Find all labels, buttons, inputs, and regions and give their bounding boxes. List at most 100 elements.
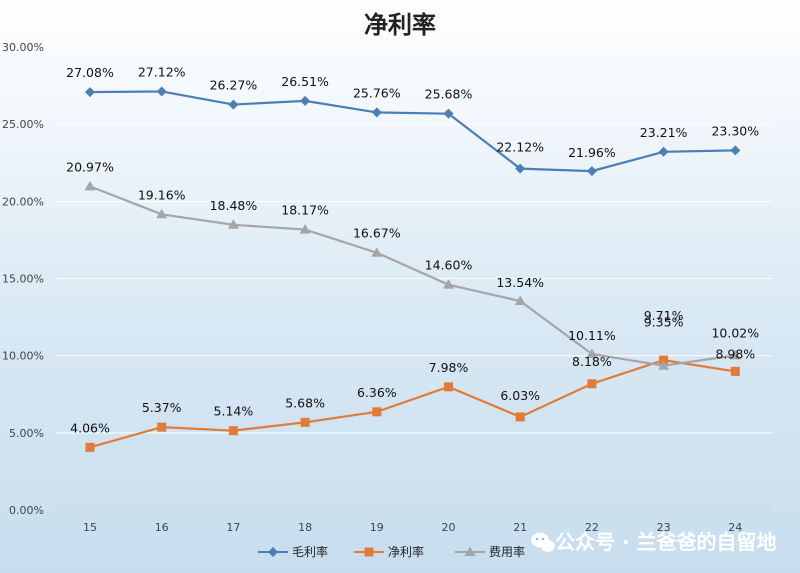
data-point bbox=[84, 180, 96, 191]
x-axis-ticks: 15 16 17 18 19 20 21 22 23 24 bbox=[83, 521, 742, 534]
data-label: 20.97% bbox=[66, 159, 114, 174]
y-tick-label: 0.00% bbox=[9, 504, 44, 517]
x-tick-label: 22 bbox=[585, 521, 599, 534]
data-label: 19.16% bbox=[138, 187, 186, 202]
data-label: 6.36% bbox=[357, 385, 397, 400]
data-label: 23.30% bbox=[711, 123, 759, 138]
data-label: 4.06% bbox=[70, 420, 110, 435]
x-tick-label: 21 bbox=[513, 521, 527, 534]
series-layer bbox=[84, 86, 741, 452]
gridlines bbox=[56, 46, 772, 511]
data-point bbox=[228, 426, 238, 436]
watermark: 公众号 · 兰爸爸的自留地 bbox=[531, 530, 777, 554]
series-3 bbox=[84, 180, 741, 370]
x-tick-label: 24 bbox=[728, 521, 742, 534]
data-point bbox=[371, 107, 382, 118]
data-label: 10.11% bbox=[568, 328, 616, 343]
data-label: 13.54% bbox=[496, 275, 544, 290]
data-point bbox=[729, 349, 741, 360]
data-point bbox=[157, 422, 167, 432]
data-point bbox=[156, 86, 167, 97]
y-axis-ticks: 0.00% 5.00% 10.00% 15.00% 20.00% 25.00% 30.00% bbox=[2, 41, 44, 517]
x-tick-label: 18 bbox=[298, 521, 312, 534]
x-tick-label: 19 bbox=[370, 521, 384, 534]
data-point bbox=[300, 417, 310, 427]
x-tick-label: 17 bbox=[226, 521, 240, 534]
data-point bbox=[299, 224, 311, 234]
data-label: 18.48% bbox=[210, 198, 258, 213]
data-point bbox=[658, 360, 670, 370]
data-label: 9.35% bbox=[644, 315, 684, 330]
y-tick-label: 20.00% bbox=[2, 195, 44, 208]
y-tick-label: 25.00% bbox=[2, 118, 44, 131]
data-label: 5.68% bbox=[285, 395, 325, 410]
data-point bbox=[156, 208, 168, 219]
series-2 bbox=[85, 355, 740, 452]
data-point bbox=[515, 412, 525, 422]
y-tick-label: 15.00% bbox=[2, 273, 44, 286]
data-label: 9.71% bbox=[644, 308, 684, 323]
legend-item: 毛利率 bbox=[258, 544, 328, 559]
data-label: 25.68% bbox=[425, 87, 473, 102]
series-line bbox=[89, 359, 736, 449]
x-tick-label: 20 bbox=[442, 521, 456, 534]
data-point bbox=[228, 99, 239, 110]
data-label: 26.27% bbox=[210, 78, 258, 93]
series-line bbox=[89, 90, 736, 173]
data-label: 5.14% bbox=[214, 404, 254, 419]
y-tick-label: 10.00% bbox=[2, 350, 44, 363]
data-label: 7.98% bbox=[429, 360, 469, 375]
data-label: 27.08% bbox=[66, 65, 114, 80]
data-point bbox=[586, 348, 598, 358]
legend-label: 净利率 bbox=[388, 544, 424, 559]
data-label: 16.67% bbox=[353, 226, 401, 241]
data-label: 27.12% bbox=[138, 64, 186, 79]
data-point bbox=[444, 382, 453, 392]
data-point bbox=[659, 355, 669, 365]
watermark-text: 公众号 · 兰爸爸的自留地 bbox=[555, 530, 777, 554]
data-label: 8.18% bbox=[572, 354, 612, 369]
legend-marker bbox=[464, 546, 476, 556]
x-tick-label: 15 bbox=[83, 521, 97, 534]
data-point bbox=[443, 279, 454, 289]
x-tick-label: 16 bbox=[155, 521, 169, 534]
data-label: 18.17% bbox=[281, 203, 329, 218]
data-label: 21.96% bbox=[568, 145, 616, 160]
data-labels: 27.08% 27.12% 26.27% 26.51% 25.76% 25.68% 22.1… bbox=[66, 64, 759, 435]
legend-label: 费用率 bbox=[489, 544, 525, 559]
data-label: 8.98% bbox=[715, 346, 755, 361]
data-label: 6.03% bbox=[500, 388, 540, 403]
y-tick-label: 30.00% bbox=[2, 41, 44, 54]
data-label: 25.76% bbox=[353, 85, 401, 100]
data-label: 22.12% bbox=[496, 140, 544, 155]
data-label: 10.02% bbox=[711, 325, 759, 340]
x-tick-label: 23 bbox=[657, 521, 671, 534]
data-point bbox=[227, 219, 239, 229]
data-point bbox=[300, 95, 311, 106]
data-point bbox=[85, 442, 95, 452]
legend-item: 费用率 bbox=[455, 544, 525, 559]
series-line bbox=[89, 185, 736, 367]
data-point bbox=[443, 108, 454, 119]
data-point bbox=[85, 87, 95, 98]
data-point bbox=[587, 379, 597, 389]
chart-title: 净利率 bbox=[364, 11, 436, 39]
legend: 毛利率 净利率 费用率 bbox=[258, 544, 525, 559]
data-label: 26.51% bbox=[281, 74, 329, 89]
y-tick-label: 5.00% bbox=[9, 427, 44, 440]
data-label: 5.37% bbox=[142, 400, 182, 415]
data-label: 23.21% bbox=[640, 125, 688, 140]
data-label: 14.60% bbox=[425, 258, 473, 273]
data-point bbox=[371, 247, 383, 257]
data-point bbox=[515, 163, 526, 174]
legend-item: 净利率 bbox=[354, 544, 424, 559]
series-1 bbox=[85, 86, 741, 177]
data-point bbox=[514, 295, 526, 306]
legend-marker bbox=[364, 547, 374, 557]
legend-label: 毛利率 bbox=[292, 544, 328, 559]
data-point bbox=[730, 366, 740, 376]
legend-marker bbox=[268, 547, 278, 557]
data-point bbox=[586, 166, 597, 177]
